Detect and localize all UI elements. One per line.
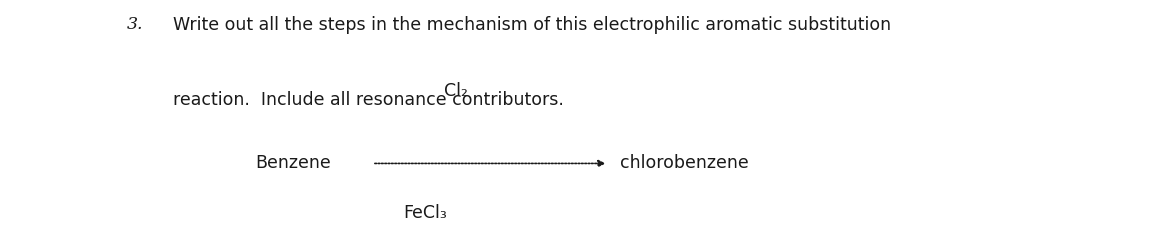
Text: 3.: 3. [126, 16, 143, 33]
Text: reaction.  Include all resonance contributors.: reaction. Include all resonance contribu… [173, 91, 564, 109]
Text: FeCl₃: FeCl₃ [404, 204, 447, 222]
Text: Benzene: Benzene [255, 154, 331, 173]
Text: Cl₂: Cl₂ [445, 82, 468, 100]
Text: chlorobenzene: chlorobenzene [620, 154, 749, 173]
Text: Write out all the steps in the mechanism of this electrophilic aromatic substitu: Write out all the steps in the mechanism… [173, 16, 892, 34]
